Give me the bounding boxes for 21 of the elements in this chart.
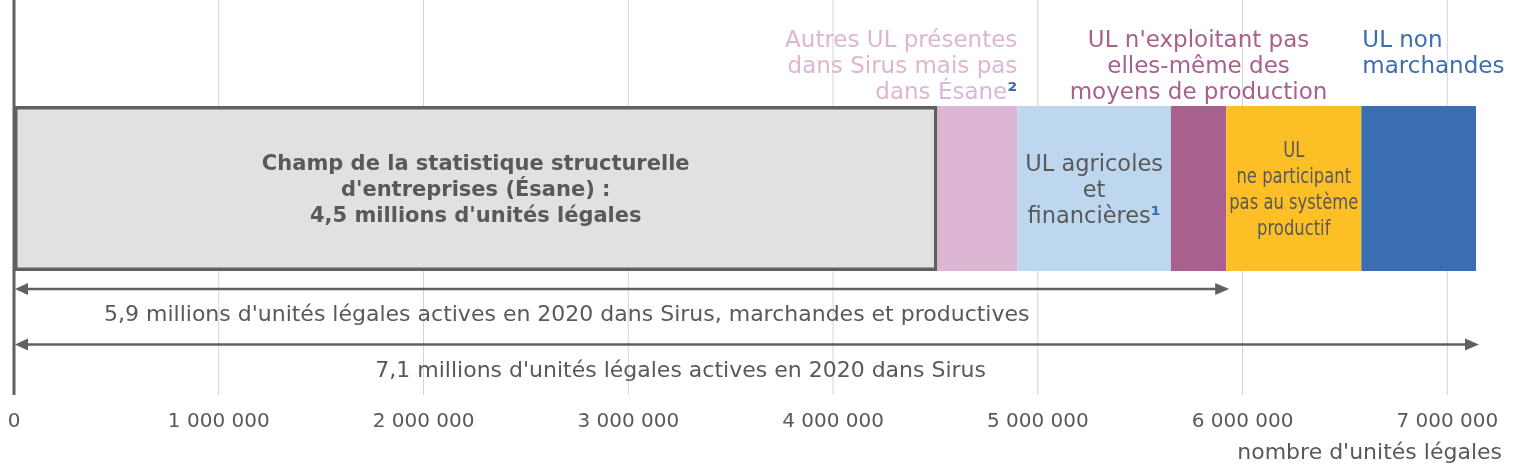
x-tick-label: 7 000 000 bbox=[1396, 408, 1499, 432]
bar bbox=[1170, 106, 1227, 271]
series-label: UL n'exploitant pas elles-même des moyens de production bbox=[1069, 26, 1328, 104]
x-tick-label: 3 000 000 bbox=[577, 408, 680, 432]
bar bbox=[1017, 106, 1171, 271]
x-tick-label: 4 000 000 bbox=[782, 408, 884, 432]
x-axis-title: nombre d'unités légales bbox=[1237, 439, 1502, 464]
series-label: UL agricoles et financières¹ bbox=[1025, 149, 1163, 228]
x-tick-label: 0 bbox=[7, 408, 21, 432]
text: 5,9 millions d'unités légales actives en 2020 dans Sirus, marchandes et productives bbox=[104, 301, 1030, 326]
text: 7,1 millions d'unités légales actives en 2020 dans Sirus bbox=[375, 356, 987, 382]
bar bbox=[937, 106, 1018, 271]
x-tick-label: 2 000 000 bbox=[372, 408, 475, 432]
x-tick-label: 5 000 000 bbox=[986, 408, 1089, 432]
x-tick-label: 1 000 000 bbox=[167, 408, 270, 432]
series-label: UL non marchandes bbox=[1362, 26, 1505, 78]
bar bbox=[1361, 106, 1476, 271]
series-label: UL ne participant pas au système productif bbox=[1229, 138, 1359, 240]
x-tick-label: 6 000 000 bbox=[1191, 408, 1294, 432]
series-label: Champ de la statistique structurelle d'entreprises (Ésane) : 4,5 millions d'unités légales bbox=[261, 151, 690, 228]
series-label: Autres UL présentes dans Sirus mais pas dans Ésane² bbox=[785, 26, 1018, 104]
